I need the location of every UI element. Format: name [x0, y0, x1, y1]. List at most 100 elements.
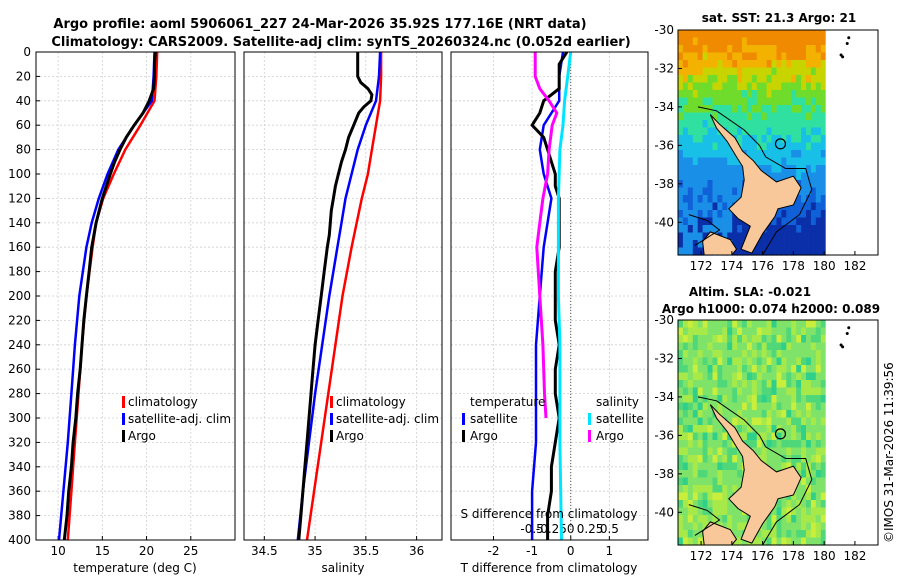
legend-marker-satellite	[122, 413, 125, 425]
map-cell	[707, 335, 713, 344]
map-cell	[678, 327, 684, 336]
map-cell	[707, 165, 713, 174]
map-cell	[791, 447, 797, 456]
map-cell	[796, 440, 802, 449]
map-cell	[687, 410, 694, 419]
map-cell	[702, 335, 709, 344]
map-cell	[707, 172, 713, 181]
map-cell	[751, 150, 758, 159]
island-dot	[841, 345, 845, 349]
map-cell	[722, 30, 728, 39]
map-cell	[751, 410, 758, 419]
map-cell	[712, 30, 718, 39]
series-s-argo-line	[533, 52, 559, 419]
map-cell	[806, 75, 812, 84]
map-cell	[766, 52, 773, 61]
y-tick-label: 400	[8, 533, 31, 547]
map-cell	[786, 127, 792, 136]
map-cell	[742, 320, 748, 329]
map-cell	[776, 372, 782, 381]
map-cell	[692, 492, 699, 501]
map-cell	[786, 232, 792, 241]
x-tick-label: 1	[606, 544, 614, 558]
map-cell	[717, 357, 723, 366]
map-cell	[727, 195, 733, 204]
map-cell	[781, 350, 787, 359]
map-cell	[806, 335, 812, 344]
map-cell	[678, 120, 684, 129]
map-cell	[687, 327, 694, 336]
map-cell	[732, 447, 738, 456]
map-cell	[727, 150, 733, 159]
map-cell	[781, 217, 787, 226]
map-cell	[682, 500, 689, 509]
map-cell	[727, 127, 733, 136]
map-cell	[781, 232, 787, 241]
map-cell	[761, 60, 768, 69]
map-cell	[815, 135, 822, 144]
map-cell	[801, 530, 807, 539]
map-cell	[796, 202, 802, 211]
map-cell	[717, 477, 723, 486]
map-cell	[820, 537, 827, 546]
map-cell	[806, 485, 812, 494]
map-cell	[771, 165, 777, 174]
map-cell	[746, 425, 753, 434]
map-cell	[737, 537, 743, 546]
map-cell	[810, 432, 817, 441]
map-cell	[791, 142, 797, 151]
map-cell	[791, 432, 797, 441]
map-cell	[746, 410, 753, 419]
map-cell	[707, 507, 713, 516]
map-cell	[737, 530, 743, 539]
map-cell	[756, 142, 763, 151]
map-cell	[737, 387, 743, 396]
map-cell	[697, 440, 704, 449]
map-cell	[717, 150, 723, 159]
map-cell	[761, 372, 768, 381]
map-cell	[712, 470, 718, 479]
map-cell	[801, 515, 807, 524]
map-cell	[781, 440, 787, 449]
map-cell	[820, 522, 827, 531]
map-cell	[781, 425, 787, 434]
map-cell	[697, 335, 704, 344]
map-cell	[820, 327, 827, 336]
map-cell	[801, 470, 807, 479]
map-cell	[781, 530, 787, 539]
map-cell	[722, 365, 728, 374]
map-cell	[707, 97, 713, 106]
map-cell	[687, 232, 694, 241]
map-cell	[678, 492, 684, 501]
map-cell	[810, 537, 817, 546]
map-cell	[678, 45, 684, 54]
map-cell	[820, 387, 827, 396]
map-cell	[697, 417, 704, 426]
map-cell	[781, 67, 787, 76]
map-cell	[771, 320, 777, 329]
legend-label-t-argo: Argo	[470, 429, 498, 443]
map-cell	[771, 387, 777, 396]
island-dot	[845, 331, 849, 335]
y-tick-label: 60	[16, 118, 31, 132]
map-cell	[810, 172, 817, 181]
map-cell	[722, 120, 728, 129]
map-cell	[727, 30, 733, 39]
map-cell	[697, 477, 704, 486]
map-cell	[815, 320, 822, 329]
map-cell	[801, 522, 807, 531]
map-cell	[717, 455, 723, 464]
map-cell	[687, 350, 694, 359]
map-cell	[756, 440, 763, 449]
map-cell	[796, 365, 802, 374]
x-tick-label: 20	[139, 544, 154, 558]
map-cell	[692, 97, 699, 106]
map-cell	[722, 52, 728, 61]
map-cell	[678, 135, 684, 144]
map-cell	[781, 52, 787, 61]
map-cell	[682, 217, 689, 226]
map-cell	[692, 530, 699, 539]
map-cell	[692, 120, 699, 129]
map-cell	[692, 507, 699, 516]
map-cell	[682, 447, 689, 456]
